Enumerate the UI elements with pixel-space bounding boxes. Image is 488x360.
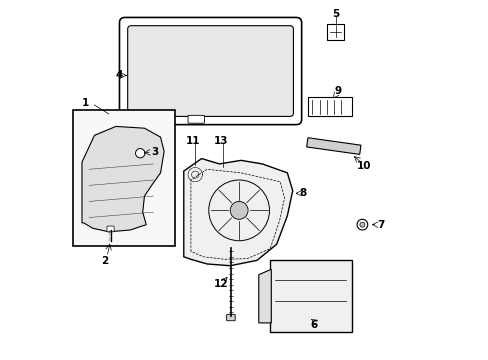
Text: 10: 10 [356,161,371,171]
FancyBboxPatch shape [307,97,352,116]
Text: 12: 12 [214,279,228,289]
Text: 8: 8 [299,188,306,198]
Text: 3: 3 [150,147,158,157]
Polygon shape [306,138,360,154]
Text: 13: 13 [214,136,228,147]
FancyBboxPatch shape [107,226,114,232]
Text: 2: 2 [102,256,109,266]
Polygon shape [258,269,271,323]
Text: 9: 9 [334,86,341,96]
FancyBboxPatch shape [226,314,235,321]
Text: 4: 4 [115,70,122,80]
FancyBboxPatch shape [188,115,204,123]
Text: 1: 1 [82,98,89,108]
FancyBboxPatch shape [127,26,293,116]
Circle shape [218,170,227,179]
Circle shape [356,219,367,230]
Polygon shape [82,126,164,232]
Text: 11: 11 [185,136,200,147]
Circle shape [135,149,144,158]
Text: 5: 5 [332,9,339,19]
Text: 6: 6 [310,320,317,330]
Text: 7: 7 [377,220,384,230]
FancyBboxPatch shape [73,111,175,246]
Circle shape [230,202,247,219]
Polygon shape [183,158,292,266]
Circle shape [359,222,364,227]
FancyBboxPatch shape [326,23,343,40]
FancyBboxPatch shape [269,260,351,332]
